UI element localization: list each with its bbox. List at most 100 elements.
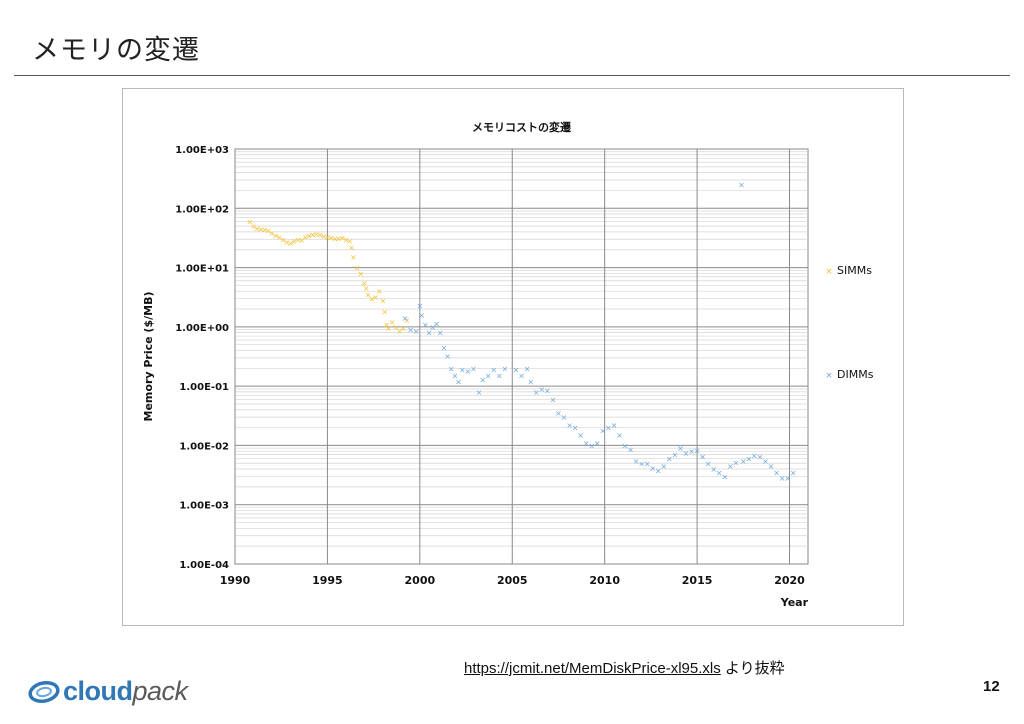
data-point: × [354, 264, 361, 273]
data-point: × [380, 296, 387, 305]
data-point: × [649, 464, 656, 473]
data-point: × [402, 314, 409, 323]
data-point: × [389, 318, 396, 327]
data-point: × [309, 231, 316, 240]
data-point: × [404, 316, 411, 325]
logo-wordmark: cloudpack [63, 676, 188, 706]
data-point: × [622, 441, 629, 450]
data-point: × [746, 455, 753, 464]
data-point: × [400, 324, 407, 333]
data-point: × [426, 329, 433, 338]
data-point: × [705, 459, 712, 468]
data-point: × [361, 279, 368, 288]
legend-marker: × [825, 267, 833, 277]
data-point: × [331, 234, 338, 243]
y-tick-label: 1.00E-03 [179, 501, 229, 512]
data-point: × [672, 451, 679, 460]
data-point: × [298, 236, 305, 245]
legend-label: SIMMs [837, 264, 872, 277]
data-point: × [694, 447, 701, 456]
source-link[interactable]: https://jcmit.net/MemDiskPrice-xl95.xls [464, 660, 721, 677]
data-point: × [561, 413, 568, 422]
chart-frame: 1.00E+03 1.00E+02 1.00E+01 1.00E+00 1.00E-01… [122, 88, 904, 626]
data-point: × [283, 238, 290, 247]
data-point: × [444, 352, 451, 361]
x-axis-label: Year [780, 596, 809, 609]
data-point: × [302, 233, 309, 242]
data-point: × [396, 327, 403, 336]
data-point: × [633, 457, 640, 466]
y-tick-label: 1.00E-04 [179, 560, 229, 571]
data-point: × [350, 253, 357, 262]
data-point: × [594, 439, 601, 448]
data-point: × [757, 453, 764, 462]
data-point: × [518, 372, 525, 381]
data-point: × [452, 372, 459, 381]
data-point: × [429, 323, 436, 332]
y-tick-label: 1.00E+00 [175, 323, 229, 334]
data-point: × [413, 327, 420, 336]
data-point: × [465, 367, 472, 376]
data-point: × [683, 449, 690, 458]
x-tick-label: 2005 [497, 574, 528, 587]
data-point: × [433, 319, 440, 328]
data-point: × [605, 424, 612, 433]
data-point: × [328, 234, 335, 243]
logo-cloud-text: cloud [63, 676, 133, 706]
data-point: × [733, 458, 740, 467]
data-point: × [738, 181, 745, 190]
data-point: × [485, 372, 492, 381]
data-point: × [513, 366, 520, 375]
data-point: × [768, 462, 775, 471]
x-tick-label: 2000 [405, 574, 436, 587]
data-point: × [265, 227, 272, 236]
data-point: × [566, 421, 573, 430]
data-point: × [524, 364, 531, 373]
data-point: × [254, 224, 261, 233]
y-tick-label: 1.00E+03 [175, 145, 229, 156]
data-point: × [365, 291, 372, 300]
data-point: × [790, 468, 797, 477]
data-point: × [324, 233, 331, 242]
data-point: × [246, 217, 253, 226]
data-point: × [335, 234, 342, 243]
data-point: × [677, 444, 684, 453]
data-point: × [638, 459, 645, 468]
data-point: × [784, 474, 791, 483]
data-point: × [550, 395, 557, 404]
data-point: × [320, 232, 327, 241]
y-tick-label: 1.00E-02 [179, 441, 229, 452]
y-tick-label: 1.00E+01 [175, 264, 229, 275]
data-point: × [346, 237, 353, 246]
data-point: × [779, 474, 786, 483]
data-point: × [751, 451, 758, 460]
data-point: × [538, 385, 545, 394]
data-point: × [555, 409, 562, 418]
data-point: × [502, 364, 509, 373]
data-point: × [313, 230, 320, 239]
data-point: × [716, 468, 723, 477]
data-point: × [381, 308, 388, 317]
data-point: × [357, 269, 364, 278]
data-point: × [644, 459, 651, 468]
data-point: × [583, 439, 590, 448]
chart-title: メモリコストの変遷 [472, 120, 571, 134]
data-point: × [317, 231, 324, 240]
data-point: × [376, 287, 383, 296]
data-point: × [762, 457, 769, 466]
legend-marker: × [825, 371, 833, 381]
data-point: × [727, 462, 734, 471]
plot-area [234, 148, 809, 565]
data-point: × [544, 386, 551, 395]
memory-price-chart: 1.00E+03 1.00E+02 1.00E+01 1.00E+00 1.00E-01… [142, 120, 874, 609]
data-point: × [280, 235, 287, 244]
data-point: × [496, 372, 503, 381]
x-tick-label: 1990 [220, 574, 251, 587]
data-point: × [294, 235, 301, 244]
data-point: × [339, 234, 346, 243]
data-point: × [490, 366, 497, 375]
data-point: × [459, 366, 466, 375]
data-point: × [740, 457, 747, 466]
legend-label: DIMMs [837, 368, 874, 381]
data-point: × [348, 243, 355, 252]
